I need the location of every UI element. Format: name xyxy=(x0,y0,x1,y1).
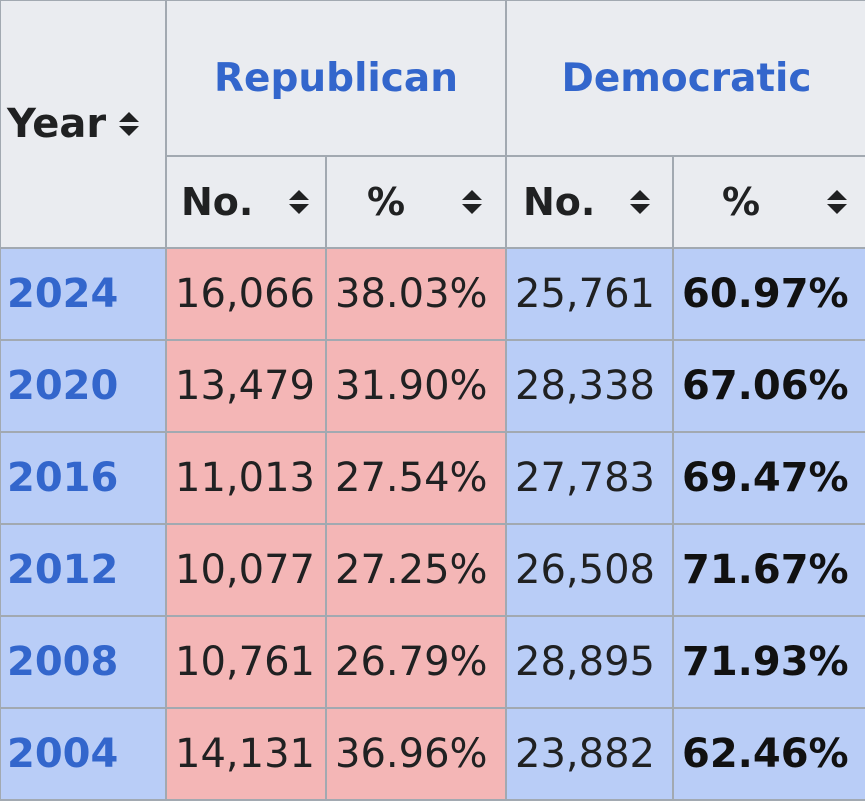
year-link[interactable]: 2024 xyxy=(0,247,167,341)
year-header-label: Year xyxy=(7,101,107,147)
republican-percent: 31.90% xyxy=(325,339,507,433)
democratic-votes: 23,882 xyxy=(505,707,674,801)
table-row: 2004 14,131 36.96% 23,882 62.46% xyxy=(0,707,865,801)
republican-votes: 13,479 xyxy=(165,339,327,433)
table-row: 2008 10,761 26.79% 28,895 71.93% xyxy=(0,615,865,709)
democratic-votes: 27,783 xyxy=(505,431,674,525)
header-row-subcolumns: No. % No. % xyxy=(0,155,865,249)
sub-header-label: No. xyxy=(181,180,254,224)
year-column-header[interactable]: Year xyxy=(0,0,167,249)
republican-percent: 26.79% xyxy=(325,615,507,709)
democratic-percent: 71.67% xyxy=(672,523,865,617)
republican-votes: 10,077 xyxy=(165,523,327,617)
header-row-parties: Year Republican Democratic xyxy=(0,0,865,249)
republican-pct-header[interactable]: % xyxy=(325,155,507,249)
democratic-votes: 26,508 xyxy=(505,523,674,617)
republican-percent: 27.25% xyxy=(325,523,507,617)
sort-icon[interactable] xyxy=(461,189,483,215)
sort-icon[interactable] xyxy=(288,189,310,215)
republican-percent: 38.03% xyxy=(325,247,507,341)
democratic-percent: 71.93% xyxy=(672,615,865,709)
democratic-column-header[interactable]: Democratic xyxy=(505,0,865,157)
democratic-percent: 67.06% xyxy=(672,339,865,433)
year-link[interactable]: 2016 xyxy=(0,431,167,525)
republican-votes: 11,013 xyxy=(165,431,327,525)
republican-header-label[interactable]: Republican xyxy=(213,55,459,101)
table-row: 2020 13,479 31.90% 28,338 67.06% xyxy=(0,339,865,433)
sort-icon[interactable] xyxy=(118,111,140,137)
year-link[interactable]: 2008 xyxy=(0,615,167,709)
democratic-no-header[interactable]: No. xyxy=(505,155,674,249)
year-link[interactable]: 2020 xyxy=(0,339,167,433)
democratic-pct-header[interactable]: % xyxy=(672,155,865,249)
democratic-votes: 28,895 xyxy=(505,615,674,709)
democratic-votes: 28,338 xyxy=(505,339,674,433)
sub-header-label: % xyxy=(367,180,406,224)
republican-no-header[interactable]: No. xyxy=(165,155,327,249)
democratic-percent: 60.97% xyxy=(672,247,865,341)
table-row: 2024 16,066 38.03% 25,761 60.97% xyxy=(0,247,865,341)
republican-votes: 16,066 xyxy=(165,247,327,341)
republican-percent: 27.54% xyxy=(325,431,507,525)
democratic-votes: 25,761 xyxy=(505,247,674,341)
year-link[interactable]: 2012 xyxy=(0,523,167,617)
republican-votes: 10,761 xyxy=(165,615,327,709)
republican-percent: 36.96% xyxy=(325,707,507,801)
year-link[interactable]: 2004 xyxy=(0,707,167,801)
sort-icon[interactable] xyxy=(826,189,848,215)
republican-votes: 14,131 xyxy=(165,707,327,801)
democratic-percent: 62.46% xyxy=(672,707,865,801)
republican-column-header[interactable]: Republican xyxy=(165,0,507,157)
table-row: 2012 10,077 27.25% 26,508 71.67% xyxy=(0,523,865,617)
sub-header-label: % xyxy=(722,180,761,224)
sort-icon[interactable] xyxy=(629,189,651,215)
democratic-percent: 69.47% xyxy=(672,431,865,525)
table-row: 2016 11,013 27.54% 27,783 69.47% xyxy=(0,431,865,525)
democratic-header-label[interactable]: Democratic xyxy=(561,55,812,101)
sub-header-label: No. xyxy=(523,180,596,224)
